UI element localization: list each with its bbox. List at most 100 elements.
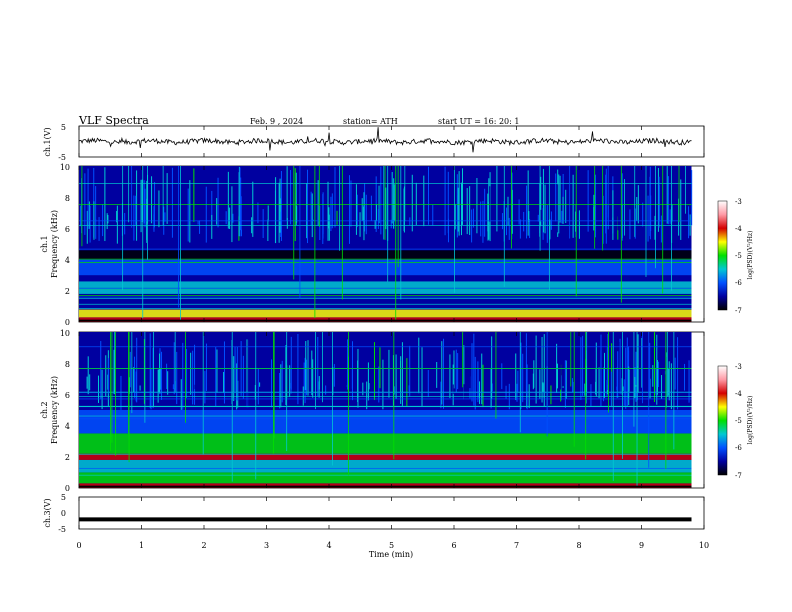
spectrogram-streak — [407, 214, 409, 231]
spectrogram-streak — [355, 184, 357, 235]
spectrogram-streak — [135, 371, 137, 402]
spectrogram-streak — [143, 180, 145, 224]
spectrogram-streak — [345, 179, 347, 226]
spectrogram-streak — [89, 205, 91, 243]
date-label: Feb. 9 , 2024 — [250, 117, 303, 126]
spectrogram-streak — [378, 366, 380, 403]
spectrogram-spike — [404, 166, 406, 222]
spectrogram-spike — [110, 332, 111, 451]
spectrogram-streak — [84, 173, 86, 235]
spectrogram-streak — [352, 183, 354, 222]
ch1-spec-ytick-0: 0 — [65, 318, 70, 327]
spectrogram-streak — [443, 338, 445, 409]
spectrogram-line — [79, 405, 692, 407]
spectrogram-streak — [602, 195, 604, 244]
spectrogram-streak — [539, 369, 541, 399]
colorbar-ch1-tick-6: -6 — [735, 279, 742, 287]
spectrogram-streak — [236, 363, 238, 410]
spectrogram-streak — [488, 178, 490, 240]
spectrogram-band — [79, 472, 692, 484]
spectrogram-streak — [654, 215, 656, 240]
spectrogram-streak — [578, 210, 580, 239]
spectrogram-spike — [495, 332, 497, 419]
spectrogram-streak — [141, 179, 143, 222]
colorbar-ch1-label: log(PSD)(V²/Hz) — [747, 231, 754, 280]
spectrogram-spike — [231, 332, 233, 482]
spectrogram-streak — [557, 184, 559, 233]
spectrogram-streak — [146, 198, 148, 240]
spectrogram-spike — [503, 166, 505, 287]
spectrogram-streak — [605, 174, 607, 234]
spectrogram-streak — [120, 375, 122, 410]
spectrogram-streak — [496, 166, 498, 232]
spectrogram-line — [79, 406, 692, 408]
spectrogram-streak — [275, 177, 277, 244]
spectrogram-streak — [217, 177, 219, 228]
spectrogram-streak — [166, 363, 168, 390]
spectrogram-streak — [171, 167, 173, 238]
spectrogram-streak — [280, 211, 282, 238]
spectrogram-streak — [334, 167, 336, 228]
spectrogram-streak — [331, 193, 333, 229]
spectrogram-streak — [362, 382, 364, 396]
x-tick-label: 5 — [389, 541, 394, 550]
spectrogram-streak — [562, 386, 564, 388]
ch2-spec-ytick-0: 0 — [65, 484, 70, 493]
colorbar-ch2-tick-5: -5 — [735, 417, 742, 425]
spectrogram-streak — [149, 333, 151, 409]
ch1-waveform — [79, 127, 692, 153]
spectrogram-streak — [290, 169, 292, 225]
spectrogram-streak — [280, 364, 282, 408]
ch1-spec-channel-label: ch.1 — [40, 235, 49, 252]
spectrogram-streak — [506, 207, 508, 236]
spectrogram-streak — [641, 337, 643, 388]
spectrogram-spike — [636, 332, 638, 488]
spectrogram-streak — [327, 181, 329, 241]
spectrogram-spike — [341, 166, 343, 300]
spectrogram-streak — [556, 363, 558, 389]
spectrogram-streak — [279, 178, 281, 233]
spectrogram-band — [79, 250, 692, 260]
spectrogram-streak — [668, 361, 670, 401]
colorbar-ch2-tick-4: -4 — [735, 390, 742, 398]
spectrogram-spike — [400, 166, 402, 300]
spectrogram-spike — [539, 166, 541, 251]
spectrogram-streak — [515, 353, 517, 401]
spectrogram-spike — [462, 332, 464, 388]
spectrogram-band — [79, 453, 692, 460]
spectrogram-streak — [229, 207, 231, 229]
spectrogram-streak — [609, 177, 611, 231]
spectrogram-streak — [460, 182, 462, 236]
spectrogram-streak — [677, 337, 679, 410]
spectrogram-streak — [176, 351, 178, 405]
ch3-ytick-top: 5 — [61, 493, 66, 502]
spectrogram-streak — [359, 212, 361, 237]
spectrogram-streak — [236, 346, 238, 401]
spectrogram-streak — [543, 334, 545, 407]
spectrogram-streak — [487, 201, 489, 241]
spectrogram-spike — [546, 332, 548, 437]
spectrogram-streak — [507, 196, 509, 226]
spectrogram-streak — [400, 356, 402, 404]
spectrogram-streak — [603, 367, 605, 402]
spectrogram-streak — [525, 333, 527, 394]
spectrogram-streak — [647, 195, 649, 242]
ch1-spec-ytick-10: 10 — [60, 163, 70, 172]
spectrogram-streak — [595, 174, 597, 238]
spectrogram-spike — [397, 166, 399, 268]
spectrogram-spike — [608, 332, 609, 413]
spectrogram-streak — [688, 206, 690, 239]
spectrogram-band — [79, 332, 692, 382]
spectrogram-streak — [193, 168, 195, 222]
spectrogram-streak — [285, 345, 287, 405]
spectrogram-spike — [383, 166, 385, 240]
spectrogram-spike — [633, 332, 635, 427]
spectrogram-streak — [661, 375, 663, 399]
spectrogram-streak — [621, 173, 623, 241]
spectrogram-streak — [317, 336, 319, 397]
spectrogram-streak — [564, 360, 566, 408]
spectrogram-spike — [81, 166, 83, 247]
spectrogram-streak — [471, 209, 473, 243]
ch3-ytick-mid: 0 — [61, 509, 66, 518]
spectrogram-streak — [444, 166, 446, 236]
